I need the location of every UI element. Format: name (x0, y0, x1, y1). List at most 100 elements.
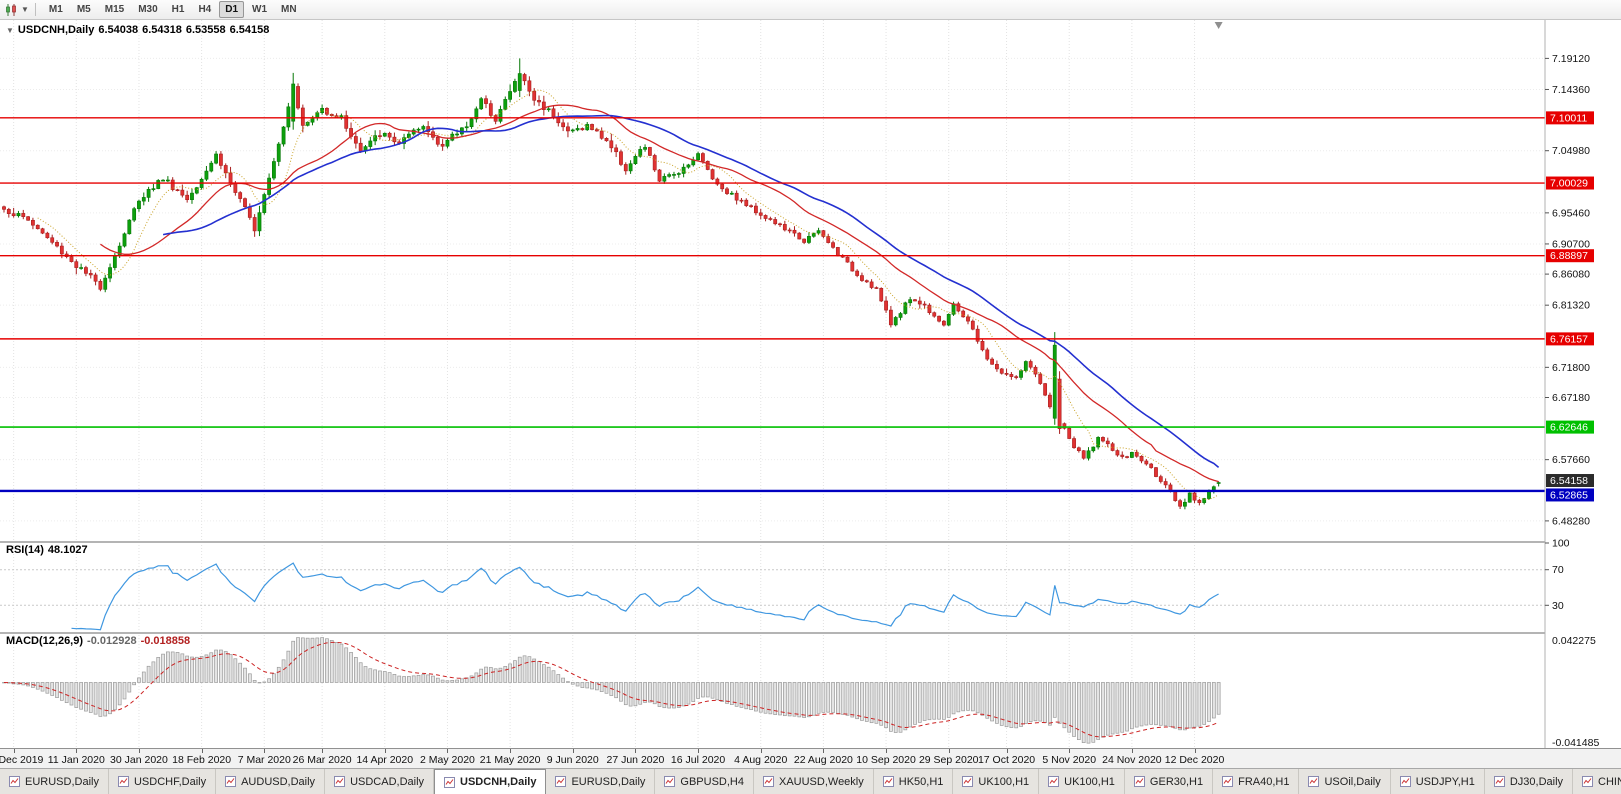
chart-tab-icon (444, 776, 456, 788)
chart-tab-dj30-daily[interactable]: DJ30,Daily (1485, 769, 1574, 794)
chart-tab-audusd-daily[interactable]: AUDUSD,Daily (216, 769, 326, 794)
level-price-badge (1546, 420, 1594, 434)
price-tick-label: 6.67180 (1552, 392, 1590, 404)
time-tick (384, 749, 386, 753)
chart-tab-icon (117, 776, 129, 787)
time-tick (201, 749, 203, 753)
chart-tab-label: DJ30,Daily (1509, 775, 1564, 788)
time-tick (1069, 749, 1071, 753)
price-tick-label: 6.57660 (1552, 454, 1590, 466)
timeframe-button-h1[interactable]: H1 (171, 4, 185, 15)
time-axis-label: 2 May 2020 (420, 754, 475, 766)
candles-layer (2, 58, 1221, 510)
price-tick-label: 6.90700 (1552, 238, 1590, 250)
level-price-badge (1546, 249, 1594, 263)
grid-layer (0, 20, 1545, 748)
chevron-down-icon[interactable]: ▼ (21, 5, 29, 14)
time-axis-label: 24 Nov 2020 (1102, 754, 1162, 766)
time-tick (76, 749, 78, 753)
price-axis[interactable]: 7.19120 7.14360 7.04980 6.95460 6.90700 6.860… (1544, 20, 1621, 748)
chart-tab-eurusd-daily[interactable]: EURUSD,Daily (0, 769, 109, 794)
timeframe-button-mn[interactable]: MN (281, 4, 297, 15)
timeframe-button-group: M1 M5 M15 M30 H1 H4 D1 W1 MN (42, 1, 304, 18)
time-axis-label: 7 Mar 2020 (237, 754, 291, 766)
macd-value: -0.012928 (87, 635, 137, 647)
current-price-badge-text: 6.54158 (1550, 475, 1588, 487)
time-tick (698, 749, 700, 753)
chart-tab-usoil-daily[interactable]: USOil,Daily (1299, 769, 1391, 794)
macd-axis-label: -0.041485 (1552, 737, 1599, 748)
chart-tab-icon (1048, 776, 1060, 787)
collapse-subwindow-icon[interactable]: ▼ (6, 26, 14, 35)
chart-tab-hk50-h1[interactable]: HK50,H1 (874, 769, 954, 794)
time-axis-label: 26 Mar 2020 (292, 754, 352, 766)
level-price-badge-text: 7.10011 (1550, 112, 1587, 124)
chart-tab-china300-h1[interactable]: CHINA300,H1 (1573, 769, 1621, 794)
chart-tab-eurusd-daily[interactable]: EURUSD,Daily (546, 769, 656, 794)
chart-tab-usdchf-daily[interactable]: USDCHF,Daily (109, 769, 217, 794)
time-axis-label: 21 May 2020 (479, 754, 541, 766)
chart-tab-icon (1399, 776, 1411, 787)
level-price-badge-text: 6.88897 (1550, 250, 1588, 262)
timeframe-button-m5[interactable]: M5 (76, 4, 91, 15)
time-tick (322, 749, 324, 753)
chart-tab-icon (1133, 776, 1145, 787)
rsi-axis-label: 100 (1552, 538, 1570, 550)
rsi-value: 48.1027 (47, 544, 88, 556)
time-tick (948, 749, 950, 753)
timeframe-button-d1[interactable]: D1 (219, 1, 245, 18)
chart-tab-icon (555, 776, 567, 787)
chart-tab-ger30-h1[interactable]: GER30,H1 (1125, 769, 1214, 794)
timeframe-button-w1[interactable]: W1 (252, 4, 268, 15)
chart-tab-usdcad-daily[interactable]: USDCAD,Daily (325, 769, 435, 794)
ma-21-line (100, 104, 1219, 483)
price-tick-label: 7.19120 (1552, 53, 1590, 65)
chart-canvas[interactable]: 7.19120 7.14360 7.04980 6.95460 6.90700 6.860… (0, 20, 1621, 748)
chart-tab-icon (225, 776, 237, 787)
chart-tab-uk100-h1[interactable]: UK100,H1 (953, 769, 1040, 794)
chart-shift-marker[interactable] (1214, 22, 1223, 29)
chart-tab-label: GBPUSD,H4 (680, 775, 744, 788)
panel-divider[interactable] (0, 541, 1621, 543)
chart-tab-label: HK50,H1 (898, 775, 944, 788)
price-tick-label: 6.71800 (1552, 362, 1590, 374)
horizontal-level-lines[interactable] (0, 117, 1545, 493)
chart-tab-usdcnh-daily[interactable]: USDCNH,Daily (434, 769, 547, 794)
level-price-badge (1546, 488, 1594, 502)
rsi-axis-label: 30 (1552, 600, 1564, 612)
panel-divider[interactable] (0, 632, 1621, 634)
rsi-axis-label: 70 (1552, 564, 1564, 576)
chart-tab-fra40-h1[interactable]: FRA40,H1 (1213, 769, 1300, 794)
chart-tab-label: USDJPY,H1 (1415, 775, 1475, 788)
rsi-name: RSI(14) (6, 544, 44, 556)
candlestick-chart-icon[interactable] (4, 3, 20, 17)
chart-tab-gbpusd-h4[interactable]: GBPUSD,H4 (655, 769, 754, 794)
chart-tab-label: USOil,Daily (1324, 775, 1381, 788)
price-tick-label: 6.48280 (1552, 515, 1590, 527)
chart-tab-label: CHINA300,H1 (1598, 775, 1621, 788)
ma-34-line (162, 114, 1220, 469)
price-tick-label: 6.81320 (1552, 300, 1590, 312)
chart-tab-uk100-h1[interactable]: UK100,H1 (1039, 769, 1125, 794)
chart-tab-icon (1582, 776, 1594, 787)
time-tick (760, 749, 762, 753)
price-tick-label: 6.86080 (1552, 269, 1590, 281)
chart-tab-icon (334, 776, 346, 787)
time-axis-label: 17 Oct 2020 (977, 754, 1036, 766)
chart-tab-usdjpy-h1[interactable]: USDJPY,H1 (1391, 769, 1485, 794)
level-price-badge (1546, 332, 1594, 346)
chart-tab-xauusd-weekly[interactable]: XAUUSD,Weekly (754, 769, 874, 794)
time-tick (264, 749, 266, 753)
timeframe-button-m30[interactable]: M30 (138, 4, 158, 15)
chart-window[interactable]: 7.19120 7.14360 7.04980 6.95460 6.90700 6.860… (0, 20, 1621, 748)
chart-tab-icon (762, 776, 774, 787)
macd-panel (2, 637, 1221, 744)
chart-tab-icon (1222, 776, 1234, 787)
chart-tab-label: EURUSD,Daily (25, 775, 99, 788)
time-axis-label: 11 Jan 2020 (47, 754, 105, 766)
time-tick (447, 749, 449, 753)
timeframe-button-m15[interactable]: M15 (104, 4, 125, 15)
timeframe-button-m1[interactable]: M1 (48, 4, 63, 15)
timeframe-button-h4[interactable]: H4 (198, 4, 212, 15)
